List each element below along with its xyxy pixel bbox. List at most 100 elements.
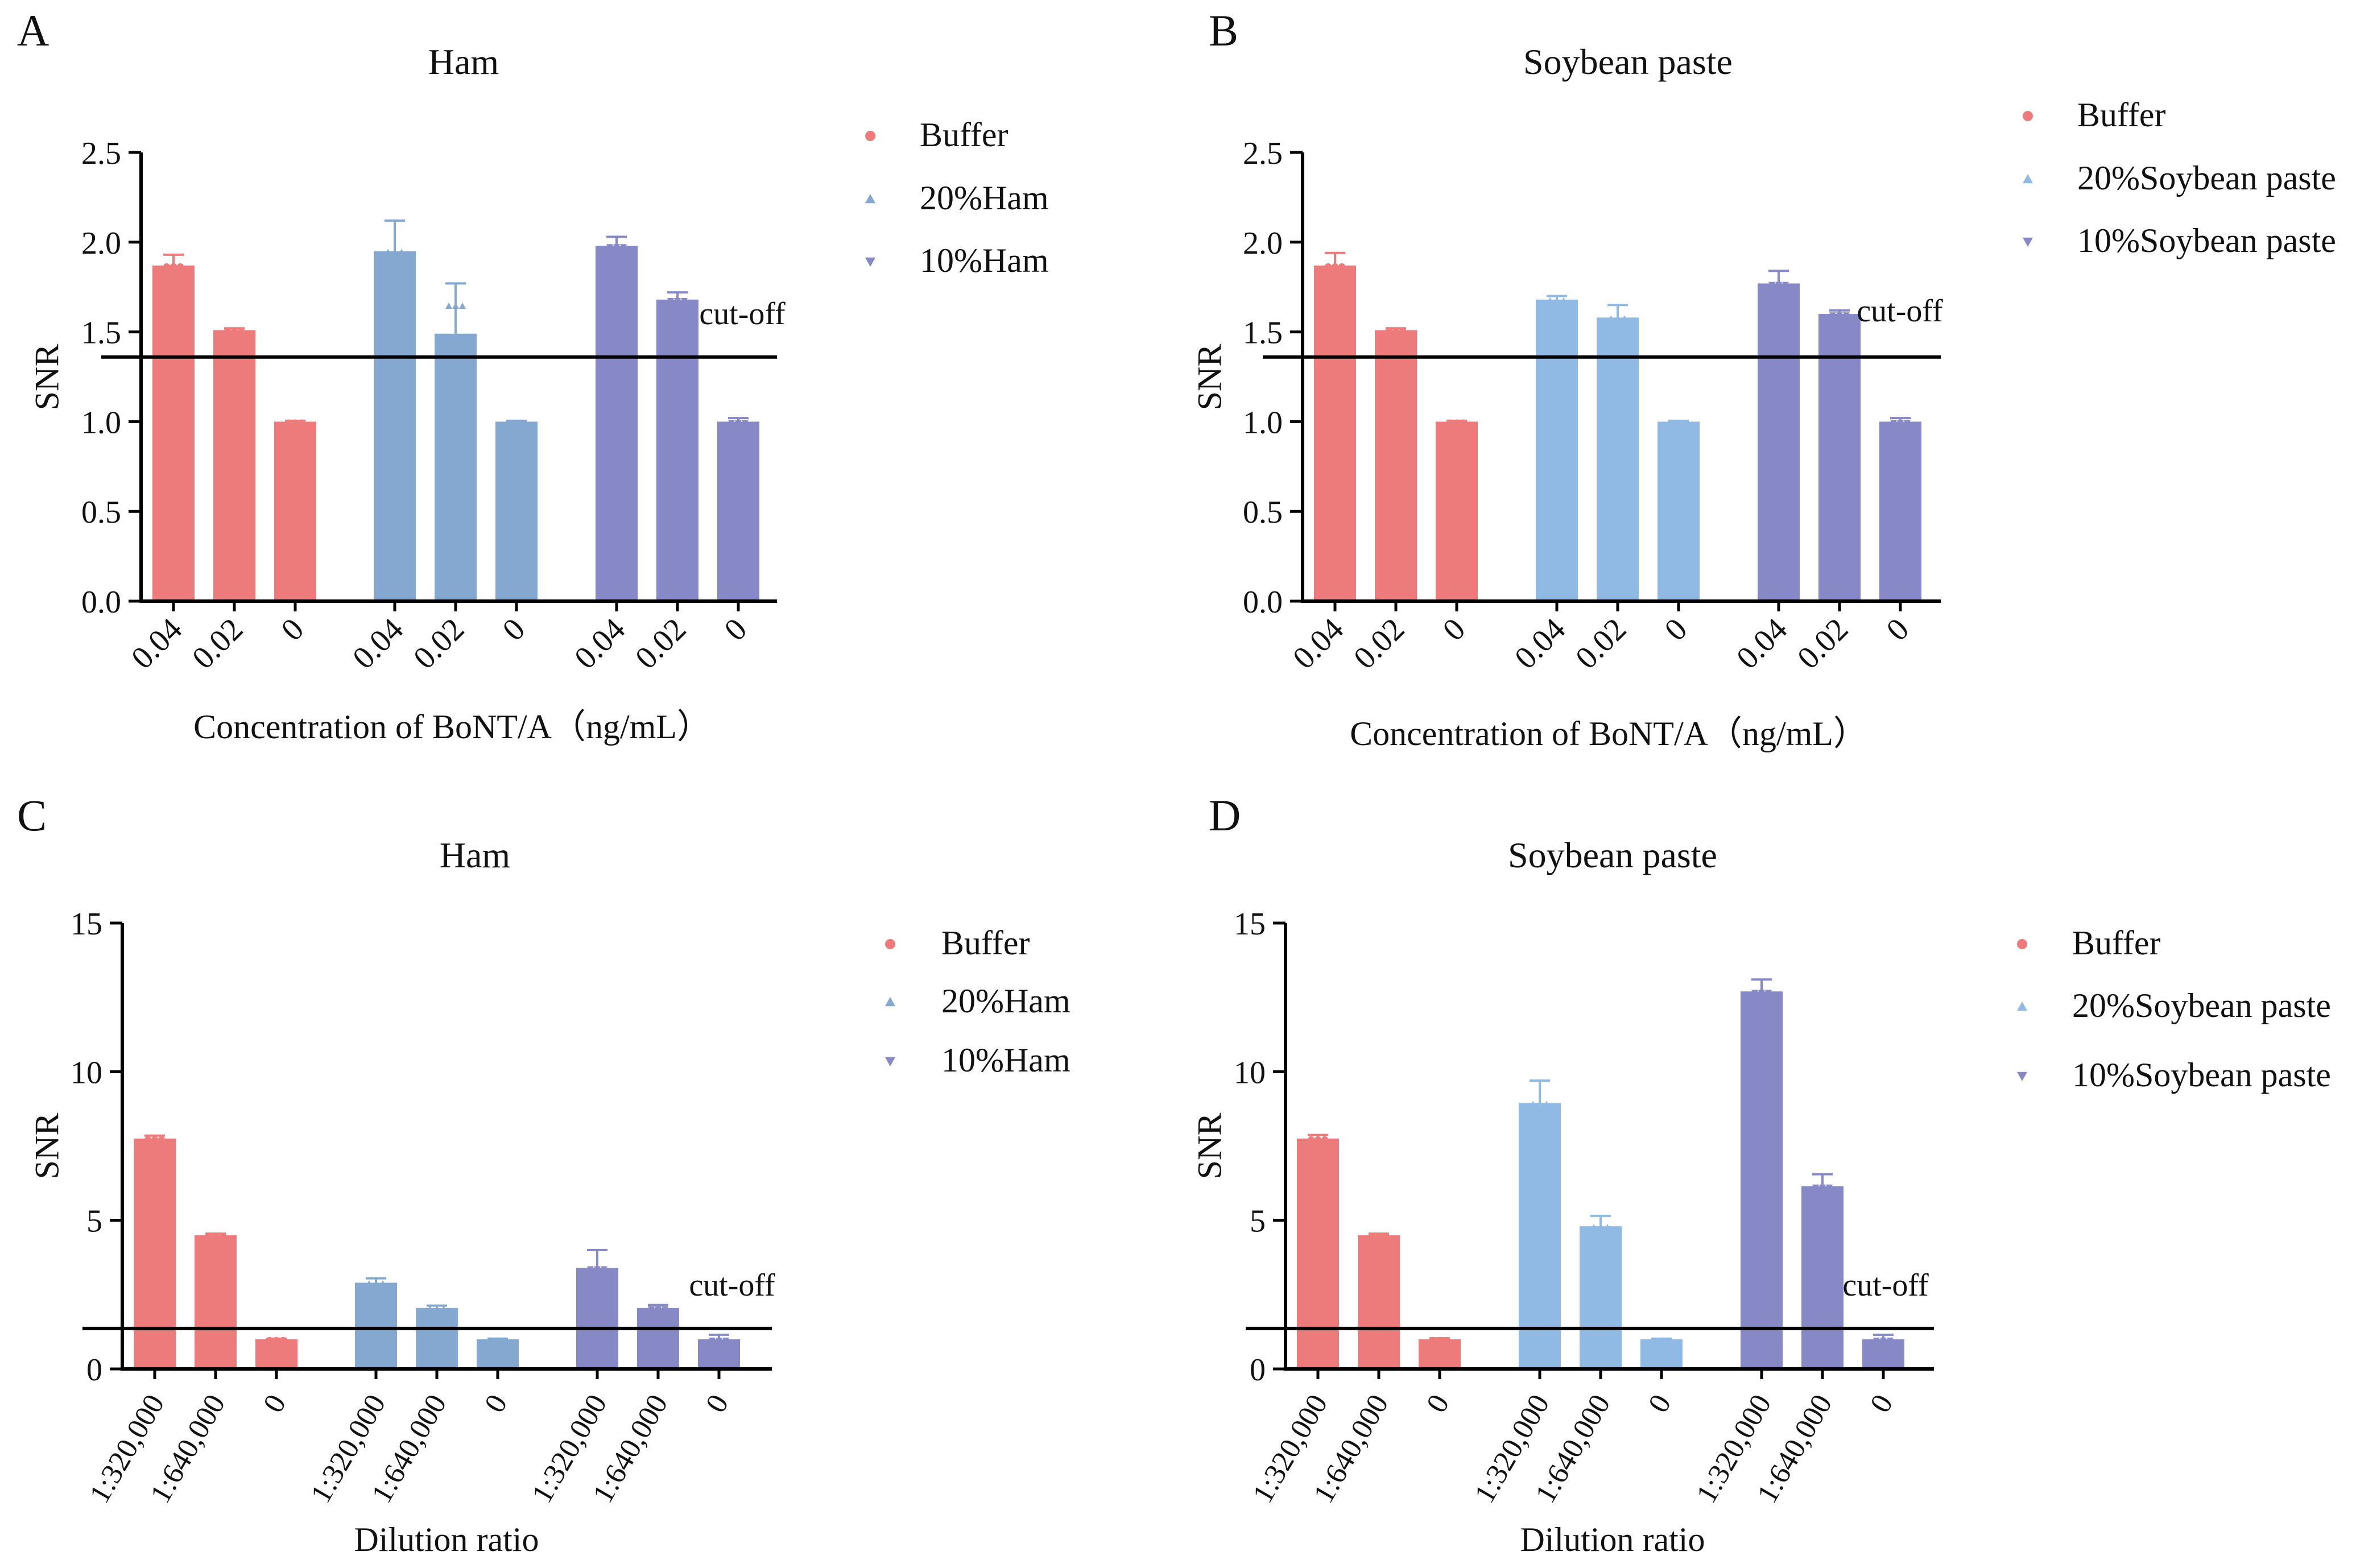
chart-title: Soybean paste: [1508, 835, 1717, 875]
data-point: [513, 419, 520, 426]
legend-entry: Buffer: [2072, 924, 2161, 962]
data-point: [1782, 282, 1789, 288]
bar-c-buffer-0: [134, 1138, 176, 1369]
legend-entry: 10%Soybean paste: [2077, 222, 2336, 259]
data-point: [1614, 315, 1621, 322]
data-point: [144, 1136, 151, 1143]
x-tick-label: 0.02: [1347, 611, 1411, 676]
panel-label: B: [1209, 6, 1238, 55]
data-point: [1621, 315, 1628, 322]
data-point: [722, 1337, 729, 1344]
y-tick-label: 0: [1250, 1352, 1266, 1388]
x-tick-label: 0.02: [629, 611, 693, 676]
bar-d-tenpct-2: [1862, 1339, 1904, 1369]
data-point: [1897, 420, 1904, 427]
x-tick-label: 0: [478, 1389, 514, 1418]
data-point: [709, 1337, 716, 1344]
y-tick-label: 5: [86, 1204, 102, 1239]
bar-b-soy20-1: [1597, 317, 1639, 601]
data-point: [606, 244, 613, 251]
data-point: [1843, 312, 1850, 319]
cutoff-label: cut-off: [1842, 1268, 1929, 1303]
bar-c-ham20-2: [477, 1339, 519, 1369]
data-point: [1682, 419, 1689, 426]
data-point: [1560, 297, 1567, 304]
bar-c-buffer-1: [195, 1235, 237, 1369]
data-point: [391, 249, 398, 255]
data-point: [1873, 1337, 1880, 1344]
x-tick-label: 0: [718, 611, 754, 648]
data-point: [1315, 1136, 1321, 1143]
data-point: [742, 420, 749, 427]
bar-b-tenpct-1: [1818, 314, 1861, 601]
bar-c-tenpct-2: [698, 1339, 740, 1369]
data-point: [299, 419, 305, 427]
data-point: [1325, 263, 1332, 270]
x-tick-label: 0: [1658, 611, 1694, 648]
data-point: [1890, 420, 1897, 427]
x-tick-label: 0.04: [346, 611, 410, 676]
bar-d-buffer-2: [1419, 1339, 1461, 1369]
x-tick-label: 0: [257, 1389, 292, 1418]
bar-c-ham20-1: [416, 1308, 458, 1369]
data-point: [1553, 297, 1560, 304]
data-point: [1443, 1337, 1450, 1344]
data-point: [385, 249, 391, 255]
x-tick-label: 0: [1864, 1389, 1899, 1418]
data-point: [1751, 990, 1758, 996]
bar-d-soy20-1: [1580, 1226, 1622, 1369]
legend-marker: [865, 131, 875, 141]
data-point: [1668, 419, 1675, 426]
bar-a-buffer-1: [213, 330, 255, 601]
legend-marker: [885, 1057, 895, 1066]
bar-a-ham20-1: [435, 333, 477, 601]
data-point: [674, 297, 681, 304]
data-point: [506, 419, 513, 426]
data-point: [1758, 990, 1765, 996]
bar-d-buffer-1: [1358, 1235, 1400, 1369]
legend-marker: [2017, 1002, 2027, 1011]
bar-b-tenpct-0: [1758, 283, 1800, 601]
y-axis-label: SNR: [1191, 344, 1228, 411]
x-tick-label: 0.02: [1791, 611, 1855, 676]
x-tick-label: 0: [1420, 1389, 1456, 1418]
x-axis-label: Dilution ratio: [1520, 1521, 1705, 1558]
x-axis-label: Concentration of BoNT/A（ng/mL）: [1350, 715, 1867, 752]
bar-a-tenpct-0: [596, 246, 638, 601]
data-point: [1812, 1184, 1819, 1191]
data-point: [520, 419, 527, 426]
data-point: [1543, 1101, 1550, 1107]
legend-marker: [2023, 111, 2033, 121]
y-tick-label: 0.0: [81, 585, 121, 620]
data-point: [487, 1337, 494, 1343]
data-point: [494, 1337, 501, 1343]
x-tick-label: 0: [700, 1389, 735, 1418]
data-point: [1887, 1337, 1894, 1344]
data-point: [1590, 1224, 1597, 1230]
panel-label: D: [1209, 791, 1241, 840]
y-tick-label: 0.5: [1243, 495, 1283, 530]
data-point: [1429, 1337, 1436, 1344]
cutoff-label: cut-off: [699, 296, 786, 332]
bar-c-tenpct-0: [576, 1268, 618, 1369]
data-point: [1826, 1184, 1833, 1191]
data-point: [613, 244, 620, 251]
data-point: [373, 1280, 379, 1287]
y-tick-label: 15: [71, 907, 102, 942]
x-tick-label: 0.02: [407, 611, 471, 676]
bar-b-buffer-0: [1314, 265, 1356, 601]
y-tick-label: 2.0: [1243, 226, 1283, 261]
data-point: [280, 1337, 287, 1344]
data-point: [398, 249, 405, 255]
chart-title: Ham: [428, 42, 499, 82]
data-point: [1607, 315, 1614, 322]
legend-entry: 10%Soybean paste: [2072, 1056, 2331, 1094]
x-tick-label: 0: [496, 611, 532, 648]
data-point: [1382, 1232, 1389, 1240]
data-point: [662, 1306, 668, 1313]
y-tick-label: 0.5: [81, 495, 121, 530]
x-tick-label: 0.04: [1286, 611, 1350, 676]
bar-a-tenpct-2: [717, 421, 759, 601]
data-point: [620, 244, 627, 251]
bar-c-ham20-0: [355, 1282, 397, 1369]
